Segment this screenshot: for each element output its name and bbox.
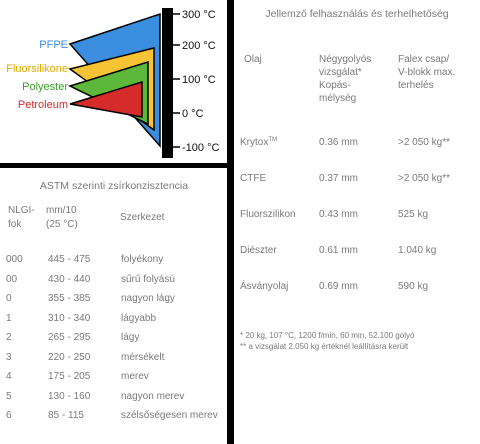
usage-header-falex-line1: Falex csap/ — [398, 54, 450, 65]
trademark-mark: TM — [268, 137, 278, 143]
astm-cell-range: 445 - 475 — [48, 254, 91, 265]
temp-label-300: 300 °C — [182, 9, 216, 21]
usage-cell-load: >2 050 kg** — [398, 137, 450, 148]
usage-cell-depth: 0.36 mm — [319, 137, 358, 148]
astm-row: 1 310 - 340 lágyabb — [0, 313, 228, 329]
astm-cell-structure: mérsékelt — [121, 351, 165, 363]
usage-cell-depth: 0.43 mm — [319, 209, 358, 220]
astm-cell-range: 355 - 385 — [48, 293, 91, 304]
astm-cell-nlgi: 4 — [6, 371, 12, 382]
astm-cell-range: 85 - 115 — [48, 410, 84, 421]
usage-cell-oil-text: Ásványolaj — [240, 281, 289, 292]
usage-row: Fluorszilikon 0.43 mm 525 kg — [234, 209, 480, 225]
astm-header-penetration-line2: (25 °C) — [46, 219, 78, 230]
astm-row: 4 175 - 205 merev — [0, 371, 228, 387]
usage-header-fourball-line4: mélység — [319, 93, 357, 104]
astm-cell-range: 430 - 440 — [48, 273, 91, 285]
astm-cell-structure: szélsőségesen merev — [121, 410, 218, 421]
astm-cell-nlgi: 5 — [6, 390, 12, 402]
footnote-1: * 20 kg, 107 °C, 1200 f/min, 60 min, 52.… — [240, 331, 415, 340]
astm-row: 00 430 - 440 sűrű folyású — [0, 274, 228, 290]
oil-label-petroleum: Petroleum — [18, 99, 68, 111]
usage-cell-oil: Ásványolaj — [240, 281, 288, 292]
usage-cell-depth: 0.61 mm — [319, 245, 358, 256]
astm-row: 000 445 - 475 folyékony — [0, 254, 228, 270]
astm-row: 6 85 - 115 szélsőségesen merev — [0, 410, 228, 426]
usage-cell-oil: KrytoxTM — [240, 137, 277, 148]
astm-cell-structure: folyékony — [121, 254, 164, 265]
petroleum-range-wedge — [69, 80, 143, 118]
usage-header-fourball-line3: Kopás- — [319, 80, 351, 91]
astm-cell-nlgi: 1 — [6, 312, 12, 324]
usage-header-fourball-line1: Négygolyós — [319, 54, 372, 65]
astm-row: 2 265 - 295 lágy — [0, 332, 228, 348]
astm-header-structure: Szerkezet — [120, 212, 165, 223]
usage-cell-oil: Fluorszilikon — [240, 209, 296, 220]
astm-cell-nlgi: 2 — [6, 332, 12, 343]
astm-cell-range: 130 - 160 — [48, 390, 91, 402]
oil-label-pfpe: PFPE — [39, 39, 68, 51]
astm-cell-nlgi: 0 — [6, 293, 12, 304]
usage-cell-depth: 0.69 mm — [319, 281, 358, 292]
astm-row: 0 355 - 385 nagyon lágy — [0, 293, 228, 309]
astm-cell-nlgi: 6 — [6, 410, 12, 421]
usage-cell-load: 525 kg — [398, 209, 429, 220]
usage-header-fourball-line2: vizsgálat* — [319, 67, 362, 78]
usage-cell-oil-text: CTFE — [240, 173, 267, 184]
astm-cell-range: 265 - 295 — [48, 332, 91, 343]
usage-row: Diészter 0.61 mm 1.040 kg — [234, 245, 480, 261]
usage-header-oil: Olaj — [244, 54, 262, 65]
astm-cell-structure: sűrű folyású — [121, 273, 175, 285]
astm-cell-nlgi: 3 — [6, 351, 12, 363]
astm-cell-range: 175 - 205 — [48, 371, 91, 382]
astm-header-penetration-line1: mm/10 — [46, 205, 77, 216]
astm-header-penetration: mm/10 (25 °C) — [46, 204, 78, 232]
astm-cell-nlgi: 000 — [6, 254, 23, 265]
temp-label-200: 200 °C — [182, 40, 216, 52]
usage-cell-oil: CTFE — [240, 173, 266, 184]
astm-cell-structure: nagyon lágy — [121, 293, 175, 304]
astm-cell-structure: nagyon merev — [121, 390, 185, 402]
usage-row: KrytoxTM 0.36 mm >2 050 kg** — [234, 137, 480, 153]
astm-table-title: ASTM szerinti zsírkonzisztencia — [39, 180, 189, 192]
astm-row: 5 130 - 160 nagyon merev — [0, 391, 228, 407]
usage-row: CTFE 0.37 mm >2 050 kg** — [234, 173, 480, 189]
vertical-divider — [227, 0, 234, 444]
usage-cell-oil-text: Fluorszilikon — [240, 209, 296, 220]
temp-label-0: 0 °C — [182, 108, 204, 120]
astm-cell-structure: lágy — [121, 332, 140, 343]
astm-cell-structure: merev — [121, 371, 149, 382]
usage-header-falex-line3: terhelés — [398, 80, 434, 91]
temperature-range-diagram: 300 °C 200 °C 100 °C 0 °C -100 °C PFPE F… — [6, 8, 219, 158]
temp-label-minus100: -100 °C — [182, 142, 219, 154]
oil-label-fluorsilikone: Fluorsilikone — [6, 63, 68, 75]
astm-header-nlgi: NLGI- fok — [8, 204, 35, 232]
horizontal-divider — [0, 163, 232, 168]
temperature-axis-bar — [162, 8, 173, 158]
usage-row: Ásványolaj 0.69 mm 590 kg — [234, 281, 480, 297]
astm-cell-nlgi: 00 — [6, 273, 18, 285]
usage-cell-load: 590 kg — [398, 281, 429, 292]
astm-cell-range: 310 - 340 — [48, 312, 91, 324]
astm-row: 3 220 - 250 mérsékelt — [0, 352, 228, 368]
usage-header-falex-line2: V-blokk max. — [398, 67, 456, 78]
usage-table-title: Jellemző felhasználás és terhelhetőség — [265, 8, 449, 20]
temp-label-100: 100 °C — [182, 74, 216, 86]
astm-header-nlgi-line2: fok — [8, 219, 22, 230]
astm-header-nlgi-line1: NLGI- — [8, 205, 35, 216]
astm-cell-range: 220 - 250 — [48, 351, 91, 363]
usage-cell-depth: 0.37 mm — [319, 173, 358, 184]
usage-cell-oil-text: Krytox — [240, 137, 269, 148]
footnote-2: ** a vizsgálat 2.050 kg értéknél leállít… — [240, 342, 409, 351]
usage-header-falex: Falex csap/ V-blokk max. terhelés — [398, 53, 455, 92]
usage-cell-oil-text: Diészter — [240, 245, 277, 256]
oil-label-polyester: Polyester — [22, 81, 68, 93]
usage-cell-oil: Diészter — [240, 245, 277, 256]
astm-cell-structure: lágyabb — [121, 312, 157, 324]
usage-header-fourball: Négygolyós vizsgálat* Kopás- mélység — [319, 53, 371, 105]
usage-cell-load: >2 050 kg** — [398, 173, 450, 184]
usage-cell-load: 1.040 kg — [398, 245, 437, 256]
